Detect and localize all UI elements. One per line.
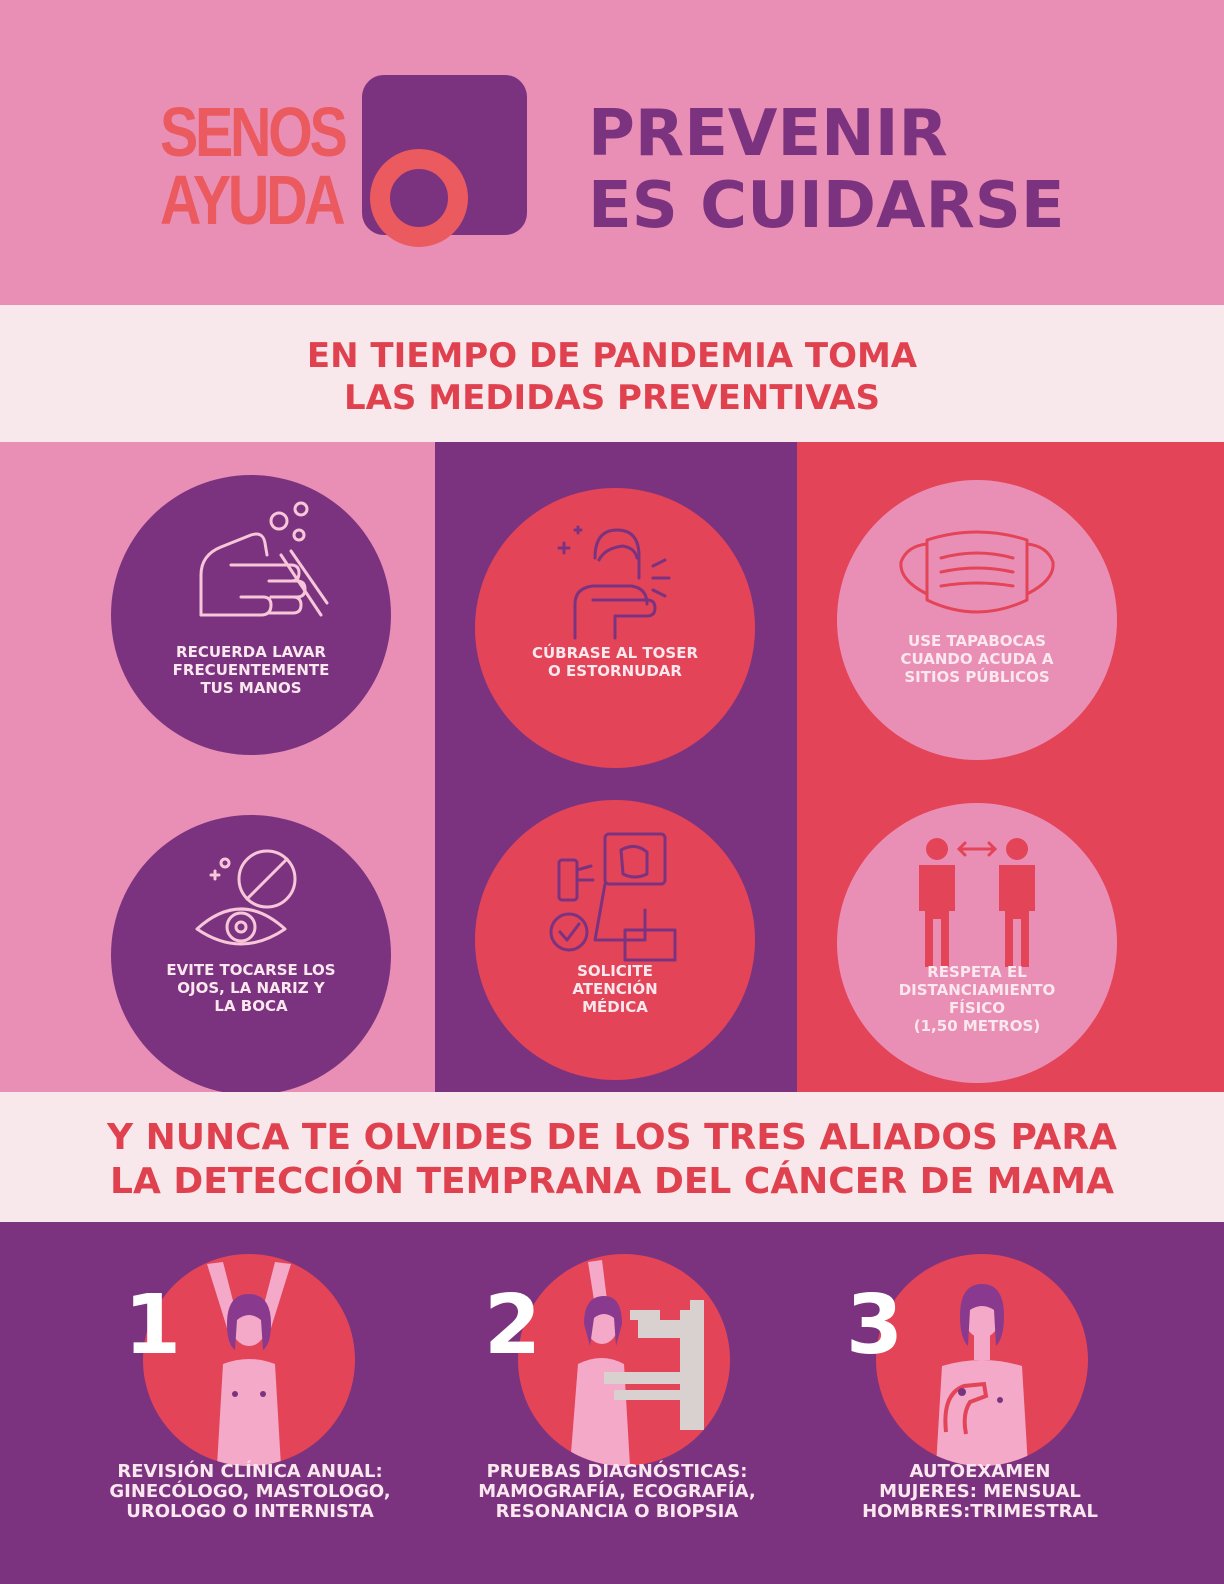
allies-title: Y NUNCA TE OLVIDES DE LOS TRES ALIADOS P… — [0, 1116, 1224, 1204]
ally-3-circle — [876, 1254, 1088, 1466]
headline-line-2: ES CUIDARSE — [588, 169, 1065, 243]
section-title: EN TIEMPO DE PANDEMIA TOMA LAS MEDIDAS P… — [0, 335, 1224, 419]
allies-title-line-2: LA DETECCIÓN TEMPRANA DEL CÁNCER DE MAMA — [110, 1161, 1114, 1202]
no-touch-eye-icon — [195, 849, 297, 946]
measure-mask: USE TAPABOCAS CUANDO ACUDA A SITIOS PÚBL… — [837, 480, 1117, 760]
self-exam-icon — [936, 1284, 1028, 1466]
social-distance-icon — [919, 838, 1035, 967]
cough-elbow-icon — [557, 525, 671, 640]
face-mask-icon — [899, 530, 1055, 614]
measure-distance: RESPETA EL DISTANCIAMIENTO FÍSICO (1,50 … — [837, 803, 1117, 1083]
ally-3-number: 3 — [846, 1278, 904, 1373]
allies-title-band: Y NUNCA TE OLVIDES DE LOS TRES ALIADOS P… — [0, 1092, 1224, 1222]
measure-label: EVITE TOCARSE LOS OJOS, LA NARIZ Y LA BO… — [166, 961, 336, 1015]
headline: PREVENIR ES CUIDARSE — [588, 98, 1065, 242]
section-title-line-1: EN TIEMPO DE PANDEMIA TOMA — [306, 336, 918, 376]
ally-2-label: PRUEBAS DIAGNÓSTICAS: MAMOGRAFÍA, ECOGRA… — [478, 1461, 756, 1522]
ally-1-number: 1 — [124, 1278, 182, 1373]
allies-title-line-1: Y NUNCA TE OLVIDES DE LOS TRES ALIADOS P… — [107, 1117, 1117, 1158]
measure-hand-washing: RECUERDA LAVAR FRECUENTEMENTE TUS MANOS — [111, 475, 391, 755]
headline-line-1: PREVENIR — [588, 97, 948, 171]
measure-label: SOLICITE ATENCIÓN MÉDICA — [572, 962, 658, 1016]
measure-no-touch: EVITE TOCARSE LOS OJOS, LA NARIZ Y LA BO… — [111, 815, 391, 1095]
measure-label: USE TAPABOCAS CUANDO ACUDA A SITIOS PÚBL… — [900, 632, 1054, 686]
measure-medical: SOLICITE ATENCIÓN MÉDICA — [475, 800, 755, 1080]
ally-1-circle — [143, 1254, 355, 1466]
measure-cough: CÚBRASE AL TOSER O ESTORNUDAR — [475, 488, 755, 768]
ally-1-label: REVISIÓN CLÍNICA ANUAL: GINECÓLOGO, MAST… — [109, 1461, 391, 1522]
measure-label: RECUERDA LAVAR FRECUENTEMENTE TUS MANOS — [172, 643, 330, 697]
header: SENOS AYUDA PREVENIR ES CUIDARSE — [0, 0, 1224, 305]
section-title-band: EN TIEMPO DE PANDEMIA TOMA LAS MEDIDAS P… — [0, 305, 1224, 442]
mammography-icon — [570, 1260, 704, 1466]
hand-washing-icon — [199, 501, 329, 617]
logo-text: SENOS AYUDA — [160, 93, 348, 239]
logo-line-1: SENOS — [160, 93, 348, 171]
ally-3-label: AUTOEXAMEN MUJERES: MENSUAL HOMBRES:TRIM… — [862, 1461, 1098, 1522]
measure-label: RESPETA EL DISTANCIAMIENTO FÍSICO (1,50 … — [898, 963, 1056, 1035]
ally-2-circle — [518, 1254, 730, 1466]
medical-check-icon — [549, 832, 677, 962]
logo-line-2: AYUDA — [160, 161, 346, 239]
clinical-exam-icon — [207, 1262, 291, 1466]
ally-2-number: 2 — [484, 1278, 542, 1373]
logo-ring-icon — [370, 149, 468, 247]
measure-label: CÚBRASE AL TOSER O ESTORNUDAR — [531, 644, 699, 680]
section-title-line-2: LAS MEDIDAS PREVENTIVAS — [343, 378, 881, 418]
